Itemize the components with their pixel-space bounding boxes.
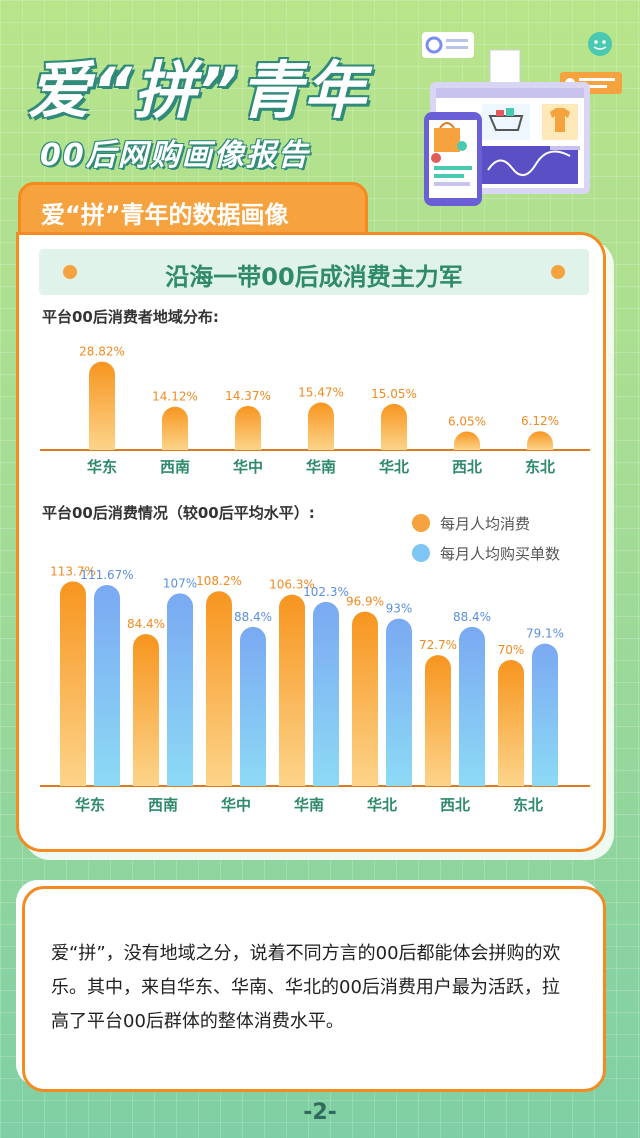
x-tick-label: 西南	[148, 796, 178, 814]
bar-华中-spend	[206, 591, 232, 786]
bar-value-label: 88.4%	[234, 610, 272, 624]
bar-value-label: 14.12%	[152, 390, 198, 404]
legend-swatch-orange	[412, 514, 430, 532]
panel-banner-title: 沿海一带00后成消费主力军	[165, 263, 463, 291]
legend-swatch-blue	[412, 544, 430, 562]
bar-value-label: 6.12%	[521, 414, 559, 428]
summary-text: 爱“拼”，没有地域之分，说着不同方言的00后都能体会拼购的欢乐。其中，来自华东、…	[51, 943, 561, 1032]
bar-华北	[381, 403, 407, 450]
chart2-title: 平台00后消费情况（较00后平均水平）:	[42, 504, 315, 522]
bar-value-label: 96.9%	[346, 595, 384, 609]
legend-item-orders: 每月人均购买单数	[412, 538, 560, 568]
banner-dot-left	[63, 265, 77, 279]
bar-华北-orders	[386, 618, 412, 786]
bar-东北-spend	[498, 660, 524, 786]
x-tick-label: 西北	[440, 796, 470, 814]
bar-西北	[454, 431, 480, 450]
bar-value-label: 72.7%	[419, 638, 457, 652]
page-title: 爱“拼”青年	[28, 54, 368, 127]
section-tab: 爱“拼”青年的数据画像	[18, 182, 368, 238]
bar-华中	[235, 405, 261, 450]
section-tab-label: 爱“拼”青年的数据画像	[41, 201, 289, 229]
bar-value-label: 15.47%	[298, 386, 344, 400]
bar-value-label: 111.67%	[80, 568, 133, 582]
x-tick-label: 西北	[452, 458, 482, 476]
bar-华东-orders	[94, 584, 120, 786]
x-tick-label: 华中	[221, 796, 251, 814]
page-number: -2-	[303, 1100, 337, 1125]
legend-item-spend: 每月人均消费	[412, 508, 560, 538]
bar-value-label: 15.05%	[371, 387, 417, 401]
bar-value-label: 79.1%	[526, 627, 564, 641]
region-distribution-chart: 28.82% 华东 14.12% 西南 14.37% 华中 15.47% 华南 15.05% 华北…	[40, 345, 590, 476]
bar-东北-orders	[532, 643, 558, 786]
x-tick-label: 华南	[306, 458, 336, 476]
bar-value-label: 88.4%	[453, 610, 491, 624]
x-tick-label: 华中	[233, 458, 263, 476]
cart-icon	[482, 104, 530, 140]
bar-西南	[162, 406, 188, 450]
bar-value-label: 70%	[498, 643, 525, 657]
bar-西北-spend	[425, 655, 451, 786]
bar-东北	[527, 431, 553, 450]
bar-西北-orders	[459, 626, 485, 786]
consumption-chart: 113.7%111.67% 华东 84.4% 107% 西南 108.2% 88.4% 华中 1…	[40, 564, 590, 814]
shopping-bag-icon	[431, 122, 467, 163]
bar-value-label: 84.4%	[127, 617, 165, 631]
chart-card-icon	[422, 32, 474, 58]
bar-value-label: 93%	[386, 602, 413, 616]
x-tick-label: 华北	[367, 796, 397, 814]
x-tick-label: 西南	[160, 458, 190, 476]
chart1-title: 平台00后消费者地域分布:	[42, 308, 219, 326]
x-tick-label: 华东	[75, 796, 105, 814]
bar-华东	[89, 361, 115, 450]
header-illustration	[422, 32, 622, 206]
bar-华东-spend	[60, 581, 86, 786]
shirt-icon	[542, 104, 578, 140]
bar-value-label: 113.7%	[50, 564, 96, 578]
legend-label-spend: 每月人均消费	[440, 514, 531, 533]
panel-banner: 沿海一带00后成消费主力军	[39, 249, 589, 295]
bar-华南-spend	[279, 594, 305, 786]
bar-华中-orders	[240, 626, 266, 786]
bar-value-label: 102.3%	[303, 585, 349, 599]
x-tick-label: 东北	[513, 796, 543, 814]
summary-card: 爱“拼”，没有地域之分，说着不同方言的00后都能体会拼购的欢乐。其中，来自华东、…	[22, 886, 606, 1092]
bar-西南-orders	[167, 593, 193, 786]
x-tick-label: 东北	[525, 458, 555, 476]
chat-bot-icon	[588, 32, 612, 56]
x-tick-label: 华南	[294, 796, 324, 814]
x-tick-label: 华东	[87, 458, 117, 476]
bar-value-label: 106.3%	[269, 578, 315, 592]
legend-label-orders: 每月人均购买单数	[440, 544, 561, 563]
bar-value-label: 108.2%	[196, 574, 242, 588]
x-tick-label: 华北	[379, 458, 409, 476]
bar-value-label: 107%	[163, 576, 197, 590]
bar-value-label: 14.37%	[225, 389, 271, 403]
chart2-legend: 每月人均消费 每月人均购买单数	[412, 508, 560, 568]
bar-华南	[308, 402, 334, 450]
bar-华南-orders	[313, 601, 339, 786]
page-subtitle: 00后网购画像报告	[40, 138, 310, 173]
bar-value-label: 28.82%	[79, 345, 125, 359]
bar-value-label: 6.05%	[448, 414, 486, 428]
banner-dot-right	[551, 265, 565, 279]
bar-华北-spend	[352, 611, 378, 786]
bar-西南-spend	[133, 634, 159, 786]
